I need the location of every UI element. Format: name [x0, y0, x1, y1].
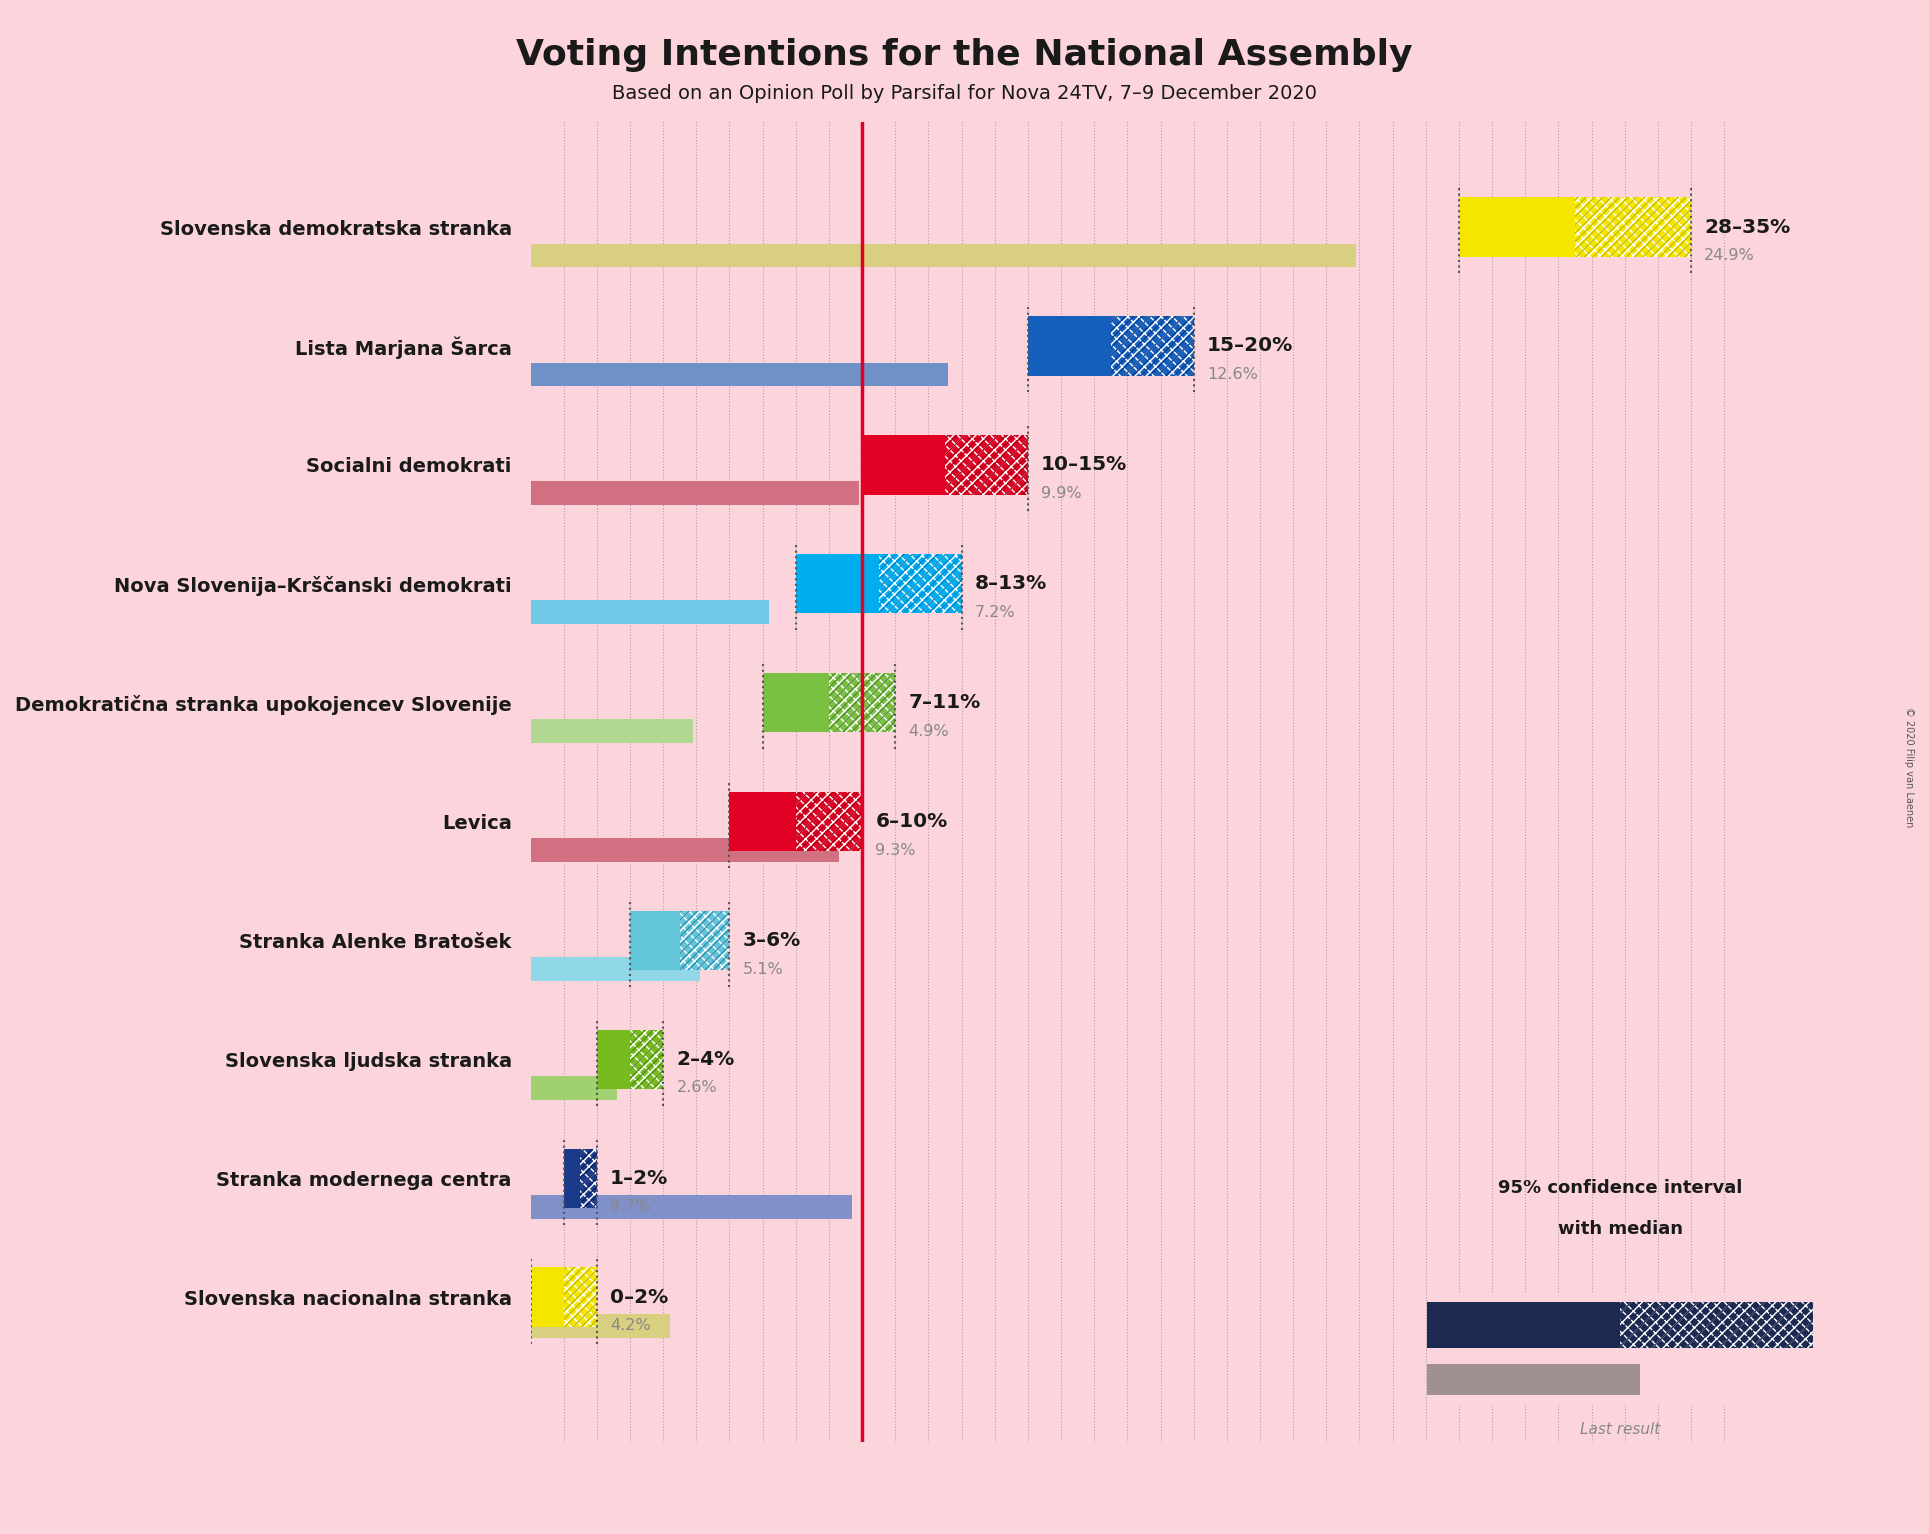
Bar: [945, 436, 1028, 494]
Text: Based on an Opinion Poll by Parsifal for Nova 24TV, 7–9 December 2020: Based on an Opinion Poll by Parsifal for…: [611, 84, 1318, 103]
Bar: [631, 1029, 664, 1089]
Bar: [829, 673, 895, 732]
Bar: [1111, 316, 1194, 376]
Text: 4.2%: 4.2%: [610, 1318, 650, 1333]
Text: Last result: Last result: [1580, 1422, 1661, 1437]
Bar: [1574, 198, 1692, 256]
Bar: [530, 838, 839, 862]
Bar: [631, 1029, 664, 1089]
Bar: [797, 554, 880, 614]
Bar: [530, 957, 700, 980]
Text: 28–35%: 28–35%: [1705, 218, 1790, 236]
Text: 9.9%: 9.9%: [1042, 486, 1082, 502]
Bar: [797, 792, 862, 851]
Bar: [1458, 198, 1574, 256]
Bar: [631, 911, 679, 969]
Bar: [1620, 1302, 1813, 1348]
Bar: [1427, 1302, 1620, 1348]
Text: 5.1%: 5.1%: [743, 962, 783, 977]
Bar: [1427, 1364, 1640, 1394]
Text: 15–20%: 15–20%: [1208, 336, 1292, 356]
Text: 9.7%: 9.7%: [610, 1200, 650, 1215]
Text: Voting Intentions for the National Assembly: Voting Intentions for the National Assem…: [517, 38, 1412, 72]
Bar: [563, 1267, 596, 1327]
Bar: [1574, 198, 1692, 256]
Bar: [530, 719, 693, 742]
Bar: [530, 1075, 617, 1100]
Bar: [530, 600, 770, 624]
Text: 2–4%: 2–4%: [677, 1049, 735, 1069]
Bar: [530, 482, 858, 505]
Text: 9.3%: 9.3%: [876, 842, 916, 858]
Text: 95% confidence interval: 95% confidence interval: [1499, 1178, 1742, 1197]
Bar: [530, 1315, 669, 1338]
Bar: [679, 911, 729, 969]
Bar: [530, 1195, 853, 1218]
Bar: [1620, 1302, 1813, 1348]
Bar: [679, 911, 729, 969]
Bar: [581, 1149, 596, 1209]
Bar: [829, 673, 895, 732]
Bar: [945, 436, 1028, 494]
Bar: [530, 244, 1356, 267]
Bar: [880, 554, 961, 614]
Text: 2.6%: 2.6%: [677, 1080, 718, 1095]
Bar: [1028, 316, 1111, 376]
Text: 7–11%: 7–11%: [909, 693, 980, 712]
Bar: [563, 1149, 581, 1209]
Bar: [1111, 316, 1194, 376]
Text: 4.9%: 4.9%: [909, 724, 949, 739]
Text: 0–2%: 0–2%: [610, 1287, 667, 1307]
Bar: [762, 673, 829, 732]
Bar: [596, 1029, 631, 1089]
Text: 6–10%: 6–10%: [876, 811, 947, 831]
Text: 8–13%: 8–13%: [974, 574, 1047, 594]
Bar: [797, 792, 862, 851]
Bar: [563, 1267, 596, 1327]
Text: 10–15%: 10–15%: [1042, 456, 1127, 474]
Bar: [530, 1267, 563, 1327]
Bar: [530, 362, 949, 387]
Text: 24.9%: 24.9%: [1705, 249, 1755, 262]
Text: © 2020 Filip van Laenen: © 2020 Filip van Laenen: [1904, 707, 1914, 827]
Text: 7.2%: 7.2%: [974, 604, 1015, 620]
Text: 3–6%: 3–6%: [743, 931, 801, 950]
Text: with median: with median: [1559, 1220, 1682, 1238]
Bar: [880, 554, 961, 614]
Text: 1–2%: 1–2%: [610, 1169, 667, 1187]
Bar: [581, 1149, 596, 1209]
Text: 12.6%: 12.6%: [1208, 367, 1258, 382]
Bar: [729, 792, 797, 851]
Bar: [862, 436, 945, 494]
